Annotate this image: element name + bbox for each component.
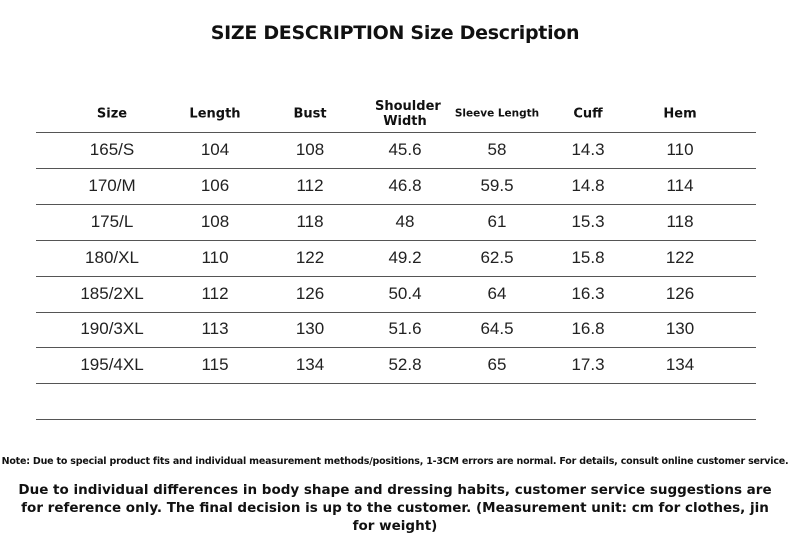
cell: 104 bbox=[200, 139, 230, 159]
column-header: Cuff bbox=[573, 106, 603, 122]
row-rule bbox=[36, 347, 756, 349]
cell: 110 bbox=[666, 139, 694, 159]
column-header: Shoulder Width bbox=[375, 99, 441, 129]
row-rule bbox=[36, 275, 756, 277]
column-header: Size bbox=[96, 106, 128, 122]
column-header: Bust bbox=[293, 106, 327, 122]
cell: 65 bbox=[487, 355, 507, 375]
cell: 48 bbox=[395, 211, 415, 231]
cell: 113 bbox=[201, 319, 229, 339]
cell: 112 bbox=[296, 175, 324, 195]
cell: 190/3XL bbox=[80, 319, 144, 339]
cell: 106 bbox=[200, 175, 230, 195]
row-rule bbox=[36, 132, 756, 133]
cell: 14.8 bbox=[571, 175, 605, 195]
cell: 114 bbox=[666, 175, 694, 195]
cell: 195/4XL bbox=[80, 355, 144, 375]
cell: 118 bbox=[296, 211, 324, 231]
cell: 59.5 bbox=[480, 175, 514, 195]
row-rule bbox=[36, 311, 756, 313]
cell: 130 bbox=[665, 319, 695, 339]
note: Note: Due to special product fits and in… bbox=[1, 456, 789, 467]
cell: 16.3 bbox=[571, 283, 605, 303]
cell: 134 bbox=[665, 355, 695, 375]
cell: 64.5 bbox=[480, 319, 514, 339]
row-rule bbox=[36, 239, 756, 241]
cell: 50.4 bbox=[388, 283, 422, 303]
cell: 126 bbox=[665, 283, 695, 303]
cell: 118 bbox=[666, 211, 694, 231]
title: SIZE DESCRIPTION Size Description bbox=[210, 22, 580, 44]
cell: 17.3 bbox=[571, 355, 605, 375]
cell: 180/XL bbox=[85, 247, 139, 267]
cell: 58 bbox=[487, 139, 507, 159]
cell: 170/M bbox=[88, 175, 136, 195]
cell: 108 bbox=[200, 211, 230, 231]
cell: 122 bbox=[665, 247, 695, 267]
row-rule bbox=[36, 419, 756, 421]
cell: 108 bbox=[295, 139, 325, 159]
cell: 112 bbox=[201, 283, 229, 303]
disclaimer: Due to individual differences in body sh… bbox=[18, 482, 772, 534]
cell: 52.8 bbox=[388, 355, 422, 375]
cell: 130 bbox=[295, 319, 325, 339]
cell: 115 bbox=[201, 355, 229, 375]
cell: 64 bbox=[487, 283, 507, 303]
column-header: Sleeve Length bbox=[454, 107, 540, 120]
cell: 46.8 bbox=[388, 175, 422, 195]
cell: 45.6 bbox=[388, 139, 422, 159]
row-rule bbox=[36, 383, 756, 385]
cell: 15.8 bbox=[571, 247, 605, 267]
cell: 49.2 bbox=[388, 247, 422, 267]
cell: 185/2XL bbox=[80, 283, 144, 303]
cell: 175/L bbox=[90, 211, 134, 231]
cell: 126 bbox=[295, 283, 325, 303]
column-header: Length bbox=[189, 106, 241, 122]
cell: 61 bbox=[487, 211, 507, 231]
cell: 14.3 bbox=[571, 139, 605, 159]
cell: 122 bbox=[295, 247, 325, 267]
column-header: Hem bbox=[663, 106, 697, 122]
cell: 16.8 bbox=[571, 319, 605, 339]
cell: 134 bbox=[295, 355, 325, 375]
cell: 110 bbox=[201, 247, 229, 267]
cell: 15.3 bbox=[571, 211, 605, 231]
row-rule bbox=[36, 167, 756, 169]
cell: 62.5 bbox=[480, 247, 514, 267]
row-rule bbox=[36, 203, 756, 205]
cell: 165/S bbox=[89, 139, 135, 159]
cell: 51.6 bbox=[388, 319, 422, 339]
